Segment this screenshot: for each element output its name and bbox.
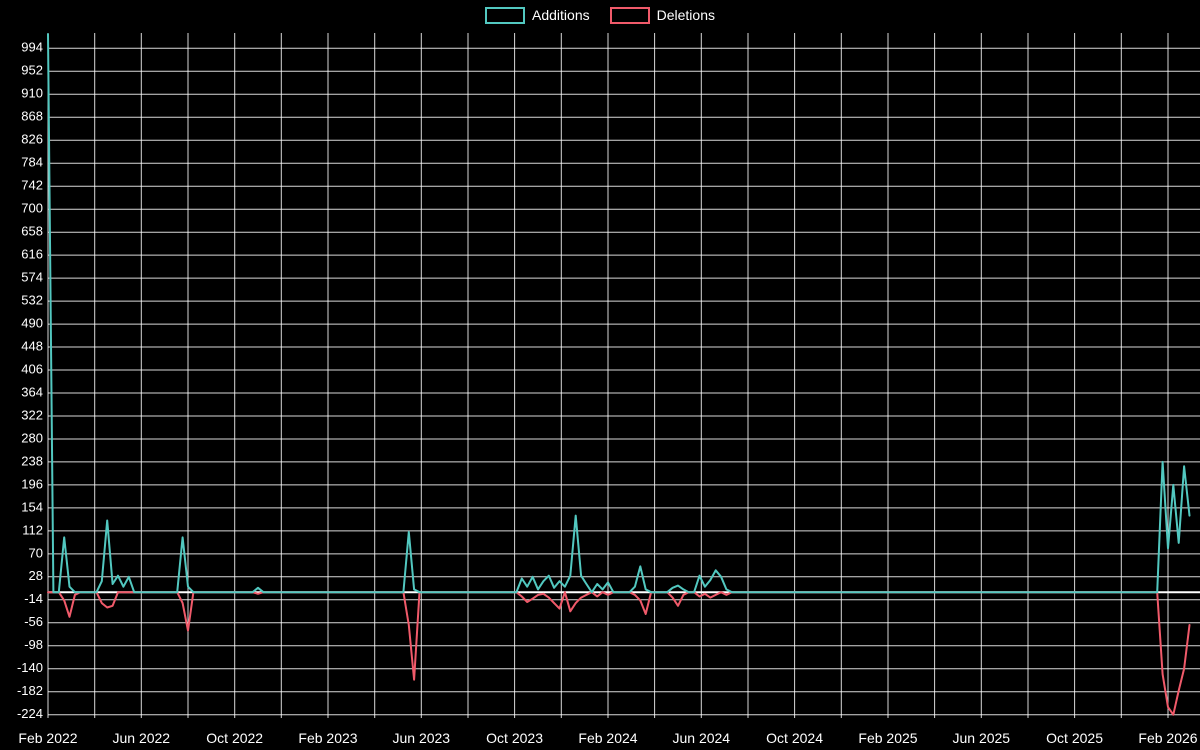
x-axis-tick-label: Feb 2022 <box>18 730 77 746</box>
y-axis-tick-label: 700 <box>21 201 43 216</box>
x-axis-tick-label: Jun 2023 <box>392 730 450 746</box>
y-axis-tick-label: 70 <box>29 545 43 560</box>
y-axis-tick-label: -56 <box>24 614 43 629</box>
y-axis-tick-label: 154 <box>21 499 43 514</box>
x-axis-tick-label: Feb 2025 <box>858 730 917 746</box>
x-axis-tick-label: Oct 2025 <box>1046 730 1103 746</box>
y-axis-tick-label: -140 <box>17 660 43 675</box>
y-axis-tick-label: -224 <box>17 706 43 721</box>
y-axis-tick-label: 574 <box>21 270 43 285</box>
deletions-line <box>47 591 1191 716</box>
deletions-legend-label: Deletions <box>656 7 715 23</box>
y-axis-tick-label: -98 <box>24 637 43 652</box>
y-axis-tick-label: 448 <box>21 338 43 353</box>
x-axis-tick-label: Feb 2023 <box>298 730 357 746</box>
x-axis-tick-label: Oct 2024 <box>766 730 823 746</box>
y-axis-tick-label: 868 <box>21 109 43 124</box>
additions-swatch <box>485 6 526 24</box>
legend-item-deletions[interactable]: Deletions <box>609 6 715 24</box>
y-axis-tick-label: 364 <box>21 384 43 399</box>
y-axis-tick-label: 742 <box>21 178 43 193</box>
deletions-swatch <box>609 6 650 24</box>
y-axis-tick-label: 406 <box>21 361 43 376</box>
additions-line <box>47 33 1191 594</box>
y-axis-tick-label: 616 <box>21 247 43 262</box>
chart-legend: Additions Deletions <box>0 6 1200 24</box>
y-axis-tick-label: 28 <box>29 568 43 583</box>
y-axis-tick-label: 490 <box>21 316 43 331</box>
y-axis-tick-label: 238 <box>21 453 43 468</box>
x-axis-tick-label: Feb 2024 <box>578 730 637 746</box>
y-axis-tick-label: -14 <box>24 591 43 606</box>
x-axis-tick-label: Oct 2022 <box>206 730 263 746</box>
y-axis-tick-label: 658 <box>21 224 43 239</box>
x-axis-tick-label: Feb 2026 <box>1138 730 1197 746</box>
additions-legend-label: Additions <box>532 7 590 23</box>
y-axis-tick-label: 784 <box>21 155 43 170</box>
y-axis-tick-label: 112 <box>22 522 43 537</box>
x-axis-tick-label: Oct 2023 <box>486 730 543 746</box>
x-axis-tick-label: Jun 2025 <box>952 730 1010 746</box>
x-axis-tick-label: Jun 2022 <box>112 730 170 746</box>
y-axis-tick-label: 952 <box>21 63 43 78</box>
legend-item-additions[interactable]: Additions <box>485 6 590 24</box>
y-axis-tick-label: 280 <box>21 430 43 445</box>
y-axis-tick-label: -182 <box>17 683 43 698</box>
y-axis-tick-label: 322 <box>21 407 43 422</box>
x-axis-tick-label: Jun 2024 <box>672 730 730 746</box>
y-axis-tick-label: 910 <box>21 86 43 101</box>
y-axis-tick-label: 826 <box>21 132 43 147</box>
y-axis-tick-label: 532 <box>21 293 43 308</box>
y-axis-tick-label: 196 <box>21 476 43 491</box>
y-axis-tick-label: 994 <box>21 40 43 55</box>
